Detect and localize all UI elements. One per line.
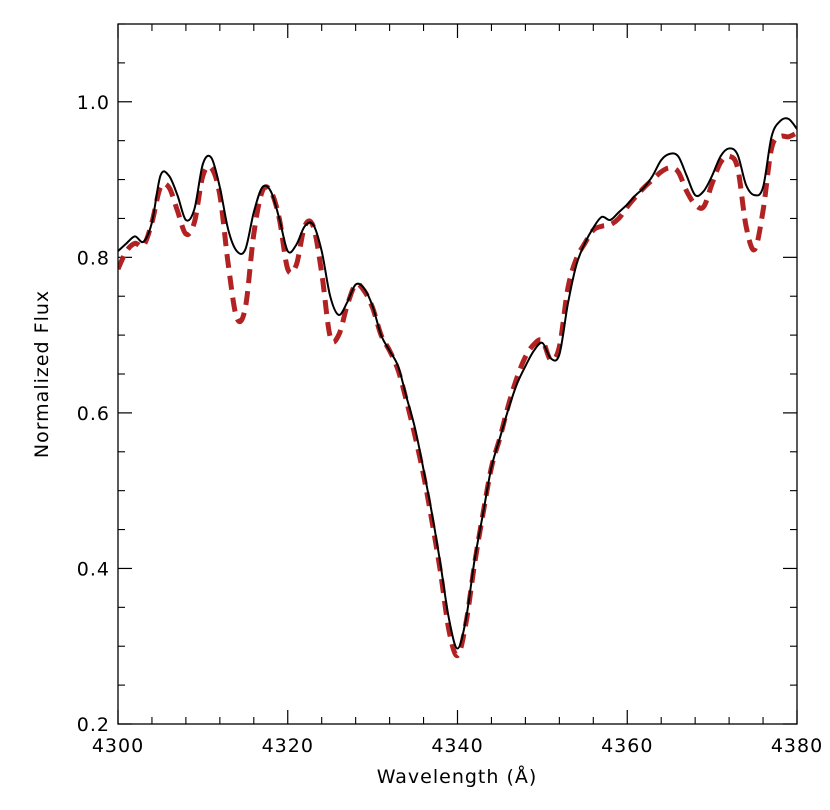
y-tick-label-2: 0.6 <box>77 403 110 425</box>
x-tick-label-4320: 4320 <box>262 735 314 757</box>
x-tick-label-4380: 4380 <box>771 735 823 757</box>
plot-frame <box>117 23 798 725</box>
y-tick-label-1: 0.4 <box>77 558 110 580</box>
labels-layer: 4300 4320 4340 4360 4380 0.2 0.4 0.6 0.8 1.0 <box>77 92 823 757</box>
y-tick-label-0: 0.2 <box>77 714 110 736</box>
x-axis-label: Wavelength (Å) <box>377 765 538 788</box>
x-tick-label-4300: 4300 <box>92 735 144 757</box>
observed-spectrum-line <box>118 117 797 650</box>
ticks-layer <box>117 23 798 725</box>
x-tick-label-4360: 4360 <box>601 735 653 757</box>
x-tick-label-4340: 4340 <box>431 735 483 757</box>
y-tick-label-3: 0.8 <box>77 247 110 269</box>
y-tick-label-4: 1.0 <box>77 92 110 114</box>
y-axis-label: Normalized Flux <box>31 290 53 458</box>
model-spectrum-line <box>118 130 797 659</box>
series-layer <box>118 117 797 659</box>
